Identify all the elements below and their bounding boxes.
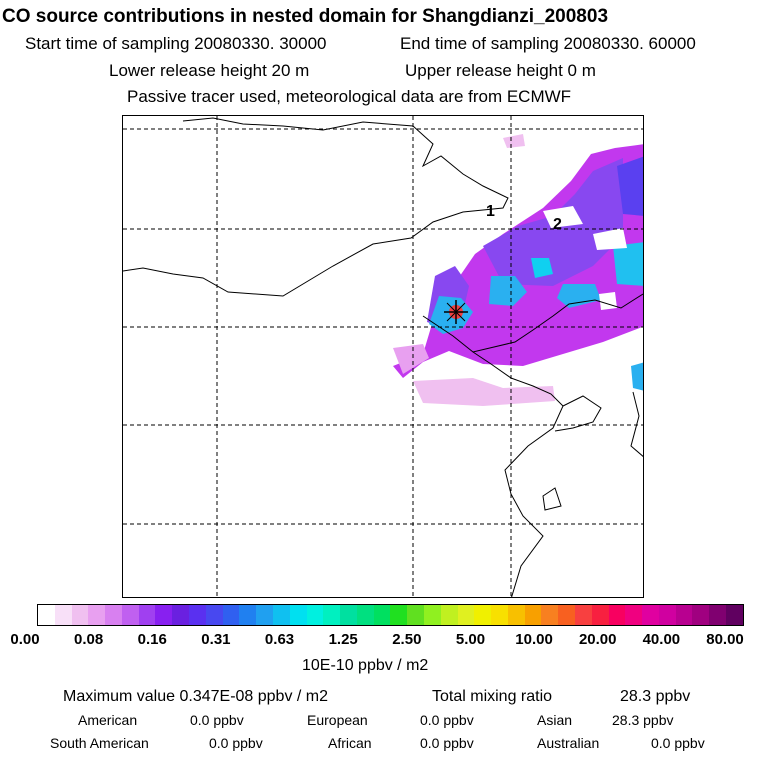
colorbar-cell xyxy=(205,605,223,625)
colorbar-cell xyxy=(591,605,609,625)
colorbar-tick-label: 0.31 xyxy=(201,631,231,648)
colorbar-tick-label: 40.00 xyxy=(642,631,681,648)
colorbar-cell xyxy=(289,605,307,625)
lower-release-height: Lower release height 20 m xyxy=(109,61,310,80)
colorbar-cell xyxy=(658,605,676,625)
colorbar-cell xyxy=(38,605,55,625)
upper-release-height: Upper release height 0 m xyxy=(405,61,596,80)
marker-label-1: 1 xyxy=(486,203,495,220)
american-label: American xyxy=(78,712,138,728)
colorbar-cell xyxy=(172,605,190,625)
colorbar-cell xyxy=(675,605,693,625)
colorbar-tick-label: 20.00 xyxy=(578,631,617,648)
plume-core-6 xyxy=(617,156,643,216)
colorbar-cell xyxy=(692,605,710,625)
colorbar-cell xyxy=(239,605,257,625)
colorbar-cell xyxy=(407,605,424,625)
total-mixing-label: Total mixing ratio xyxy=(432,688,553,705)
colorbar-cell xyxy=(709,605,727,625)
end-time-label: End time of sampling 20080330. 60000 xyxy=(400,34,696,53)
tracer-note: Passive tracer used, meteorological data… xyxy=(127,87,572,106)
colorbar-cell xyxy=(625,605,643,625)
plume-core-2 xyxy=(489,276,527,306)
plume-core-5 xyxy=(613,242,643,286)
colorbar-cell xyxy=(575,605,592,625)
colorbar-cell xyxy=(323,605,341,625)
colorbar-tick-label: 2.50 xyxy=(392,631,422,648)
european-label: European xyxy=(307,712,368,728)
colorbar-cell xyxy=(272,605,290,625)
colorbar-tick-label: 10.00 xyxy=(515,631,553,648)
australian-value: 0.0 ppbv xyxy=(651,735,705,751)
concentration-plume xyxy=(393,134,643,406)
colorbar-cell xyxy=(54,605,72,625)
marker-label-2: 2 xyxy=(553,216,562,233)
african-label: African xyxy=(328,735,372,751)
colorbar-cell xyxy=(541,605,559,625)
colorbar xyxy=(37,604,744,626)
colorbar-tick-label: 0.63 xyxy=(264,631,295,648)
colorbar-cell xyxy=(222,605,240,625)
plume-pale-2 xyxy=(413,378,555,406)
south-american-label: South American xyxy=(50,735,149,751)
receptor-star-icon[interactable] xyxy=(444,300,468,324)
colorbar-cell xyxy=(340,605,357,625)
colorbar-tick-label: 1.25 xyxy=(328,631,358,648)
colorbar-tick-label: 0.00 xyxy=(10,631,40,648)
map-panel[interactable]: 1 2 xyxy=(122,115,644,598)
colorbar-cell xyxy=(105,605,122,625)
plume-pale-1 xyxy=(393,344,429,374)
colorbar-cell xyxy=(390,605,408,625)
maximum-value: Maximum value 0.347E-08 ppbv / m2 xyxy=(63,688,329,705)
colorbar-cell xyxy=(423,605,441,625)
colorbar-tick-label: 0.16 xyxy=(137,631,167,648)
colorbar-cell xyxy=(524,605,542,625)
plume-east-edge xyxy=(631,362,643,391)
australian-label: Australian xyxy=(537,735,600,751)
plume-hole-2 xyxy=(593,228,627,250)
graticule xyxy=(123,116,643,597)
plume-hole-1 xyxy=(543,206,583,228)
colorbar-unit: 10E-10 ppbv / m2 xyxy=(302,657,429,674)
colorbar-cell xyxy=(474,605,492,625)
colorbar-tick-label: 80.00 xyxy=(706,631,744,648)
colorbar-cell xyxy=(373,605,391,625)
asian-label: Asian xyxy=(537,712,573,728)
colorbar-cell xyxy=(642,605,659,625)
colorbar-cell xyxy=(726,605,743,625)
coastlines xyxy=(123,117,643,597)
colorbar-cell xyxy=(507,605,525,625)
colorbar-cell xyxy=(138,605,156,625)
colorbar-cell xyxy=(256,605,273,625)
colorbar-cell xyxy=(189,605,206,625)
start-time-label: Start time of sampling 20080330. 30000 xyxy=(25,34,327,53)
plume-hole-3 xyxy=(599,292,617,310)
colorbar-tick-label: 0.08 xyxy=(74,631,104,648)
colorbar-cell xyxy=(306,605,324,625)
colorbar-cell xyxy=(491,605,508,625)
colorbar-cell xyxy=(155,605,173,625)
colorbar-cell xyxy=(457,605,475,625)
european-value: 0.0 ppbv xyxy=(420,712,474,728)
colorbar-cell xyxy=(608,605,626,625)
page-title: CO source contributions in nested domain… xyxy=(2,6,609,27)
colorbar-tick-label: 5.00 xyxy=(455,631,486,648)
colorbar-cell xyxy=(88,605,106,625)
colorbar-cell xyxy=(121,605,139,625)
african-value: 0.0 ppbv xyxy=(420,735,474,751)
colorbar-cell xyxy=(356,605,374,625)
colorbar-cell xyxy=(440,605,458,625)
plume-pale-3 xyxy=(503,134,525,148)
south-american-value: 0.0 ppbv xyxy=(209,735,263,751)
plume-core-4 xyxy=(531,258,553,278)
total-mixing-value: 28.3 ppbv xyxy=(620,688,691,705)
asian-value: 28.3 ppbv xyxy=(612,712,674,728)
plume-core-3 xyxy=(557,284,601,308)
american-value: 0.0 ppbv xyxy=(190,712,244,728)
map-canvas: 1 2 xyxy=(123,116,643,597)
colorbar-cell xyxy=(558,605,575,625)
colorbar-cell xyxy=(71,605,89,625)
